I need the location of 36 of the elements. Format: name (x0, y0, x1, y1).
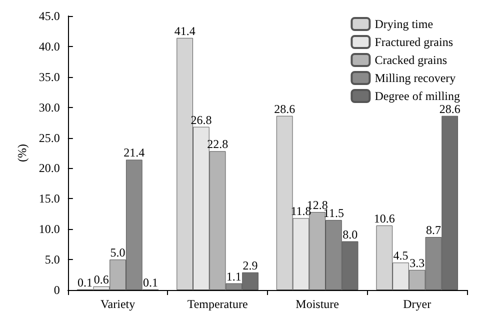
x-tick-label: Moisture (296, 297, 340, 311)
x-tick-label: Dryer (403, 297, 432, 311)
y-tick-label: 25.0 (38, 130, 60, 145)
y-tick-label: 0 (54, 283, 60, 297)
x-tick-label: Variety (100, 297, 136, 311)
y-tick-label: 15.0 (38, 192, 60, 206)
data-label: 3.3 (410, 256, 425, 270)
legend-label: Fractured grains (374, 35, 454, 49)
y-tick-label: 30.0 (38, 100, 60, 114)
y-tick-label: 20.0 (38, 161, 60, 176)
legend-label: Milling recovery (374, 71, 456, 85)
legend-label: Cracked grains (374, 53, 448, 67)
data-label: 10.6 (374, 211, 395, 226)
y-tick-label: 5.0 (44, 252, 60, 267)
data-label: 28.6 (274, 102, 296, 116)
data-label: 4.5 (393, 248, 408, 263)
data-label: 0.1 (78, 275, 93, 290)
data-label: 22.8 (207, 137, 228, 152)
y-tick-label: 35.0 (38, 70, 60, 84)
data-label: 0.1 (143, 275, 158, 290)
y-axis-title: (%) (15, 144, 29, 162)
data-label: 8.0 (342, 227, 358, 242)
data-label: 41.4 (174, 24, 196, 38)
data-label: 2.9 (242, 258, 258, 272)
data-label: 8.7 (426, 223, 441, 238)
y-tick-label: 45.0 (38, 9, 60, 23)
data-label: 28.6 (439, 102, 460, 116)
y-tick-label: 10.0 (38, 222, 60, 236)
legend-label: Drying time (374, 17, 434, 31)
y-tick-label: 40.0 (38, 39, 60, 54)
data-label: 1.1 (226, 269, 242, 284)
data-label: 21.4 (124, 146, 145, 160)
legend-label: Degree of milling (374, 89, 460, 103)
x-tick-label: Temperature (187, 297, 248, 311)
data-label: 0.6 (94, 272, 109, 286)
data-label: 5.0 (110, 246, 126, 260)
